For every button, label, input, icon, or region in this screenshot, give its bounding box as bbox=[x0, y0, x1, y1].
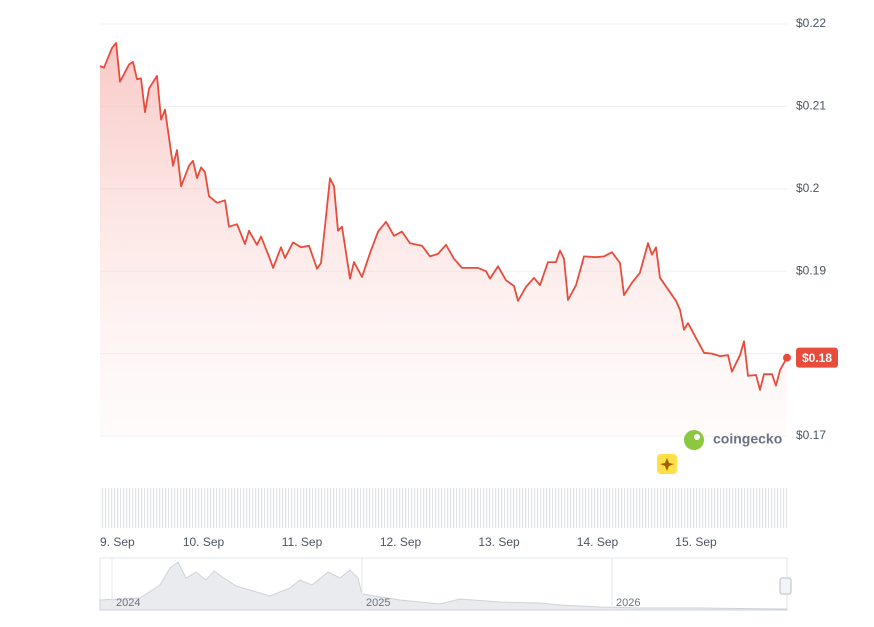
ai-badge-star bbox=[660, 458, 674, 471]
current-price-badge bbox=[796, 347, 838, 368]
x-tick-label: 15. Sep bbox=[675, 535, 717, 549]
navigator-area bbox=[99, 561, 788, 611]
y-tick-label: $0.19 bbox=[796, 263, 826, 277]
navigator-handle[interactable] bbox=[779, 577, 792, 595]
watermark-logo-eye bbox=[694, 434, 700, 440]
navigator-label: 2024 bbox=[116, 597, 140, 609]
navigator-label: 2025 bbox=[366, 597, 390, 609]
x-tick-label: 10. Sep bbox=[183, 535, 225, 549]
area-fill bbox=[100, 43, 787, 436]
x-tick-label: 12. Sep bbox=[380, 535, 422, 549]
current-price-label: $0.18 bbox=[802, 351, 832, 365]
x-tick-label: 14. Sep bbox=[577, 535, 619, 549]
x-tick-label: 9. Sep bbox=[100, 535, 135, 549]
watermark: coingecko bbox=[684, 430, 782, 450]
plot bbox=[99, 42, 791, 436]
y-tick-label: $0.22 bbox=[796, 16, 826, 30]
watermark-text: coingecko bbox=[713, 431, 782, 447]
y-tick-label: $0.17 bbox=[796, 428, 826, 442]
navigator: 2024 2025 2026 bbox=[99, 557, 792, 611]
y-tick-label: $0.2 bbox=[796, 181, 820, 195]
watermark-logo bbox=[684, 430, 704, 450]
price-line bbox=[99, 42, 788, 391]
y-tick-label: $0.21 bbox=[796, 99, 826, 113]
x-tick-label: 13. Sep bbox=[478, 535, 520, 549]
ai-badge bbox=[657, 454, 677, 474]
navigator-label: 2026 bbox=[616, 597, 640, 609]
volume-strip bbox=[100, 488, 787, 528]
last-point bbox=[783, 353, 791, 362]
x-tick-label: 11. Sep bbox=[282, 535, 323, 549]
